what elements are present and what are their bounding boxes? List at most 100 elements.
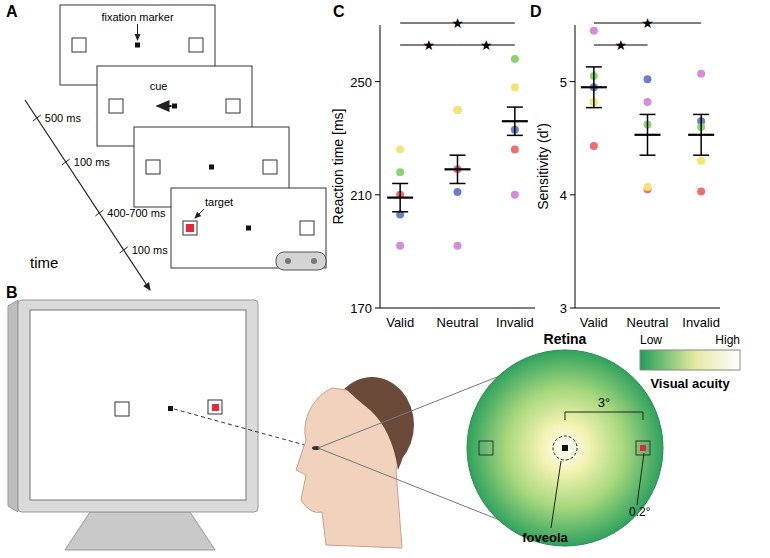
mean-line: [581, 86, 607, 88]
y-tick: [375, 194, 380, 195]
subject-dot: [511, 146, 519, 154]
hair-front: [345, 383, 407, 470]
placeholder-box: [109, 99, 123, 113]
eccentricity-label: 3°: [598, 395, 610, 410]
subject-dot: [511, 191, 519, 199]
panel-label: D: [530, 3, 542, 20]
significance-star: ★: [451, 15, 464, 31]
subject-dot: [454, 106, 462, 114]
y-tick-label: 3: [560, 301, 567, 316]
subject-dot: [454, 242, 462, 250]
fixation-dot: [135, 43, 140, 48]
duration-label: 100 ms: [132, 244, 169, 256]
y-axis-label: Sensitivity (d'): [535, 123, 551, 210]
time-tick: [62, 159, 70, 165]
panel-label: C: [333, 3, 345, 20]
error-cap: [693, 114, 709, 116]
mean-line: [688, 134, 714, 136]
placeholder-box: [636, 441, 650, 455]
fixation-label: fixation marker: [101, 11, 173, 23]
retina: [467, 350, 663, 546]
gamepad-button: [311, 258, 317, 264]
foveola-label: foveola: [522, 530, 568, 545]
duration-label: 400-700 ms: [107, 207, 166, 219]
error-cap: [640, 114, 656, 116]
subject-dot: [644, 183, 652, 191]
gaze-line: [174, 409, 312, 447]
subject-dot: [396, 168, 404, 176]
x-tick-label: Valid: [580, 315, 608, 330]
y-tick-label: 250: [350, 75, 372, 90]
subject-dot: [511, 83, 519, 91]
error-cap: [392, 211, 408, 213]
y-tick-label: 210: [350, 188, 372, 203]
mean-line: [445, 168, 471, 170]
panel-label: B: [6, 284, 18, 301]
error-cap: [450, 183, 466, 185]
placeholder-box: [72, 38, 86, 52]
chart: D345Sensitivity (d')ValidNeutralInvalid★…: [530, 3, 720, 330]
colorbar: [640, 350, 740, 370]
y-tick: [375, 81, 380, 82]
subject-dot: [454, 188, 462, 196]
placeholder-box: [479, 441, 493, 455]
y-tick: [570, 194, 575, 195]
fixation-dot: [209, 165, 214, 170]
placeholder-box: [263, 160, 277, 174]
time-tick: [120, 247, 128, 253]
error-cap: [586, 66, 602, 68]
placeholder-box: [183, 221, 197, 235]
mean-line: [387, 197, 413, 199]
placeholder-box: [300, 221, 314, 235]
x-tick-label: Neutral: [627, 315, 669, 330]
y-tick-label: 170: [350, 301, 372, 316]
time-tick: [33, 115, 41, 121]
placeholder-box: [115, 402, 129, 416]
y-tick-label: 4: [560, 188, 567, 203]
placeholder-box: [189, 38, 203, 52]
colorbar-low: Low: [640, 333, 662, 347]
significance-star: ★: [423, 37, 436, 53]
fixation-dot: [246, 226, 251, 231]
time-axis: [25, 100, 150, 290]
target: [186, 224, 194, 232]
y-axis: [575, 25, 576, 308]
target: [212, 404, 219, 411]
target-pointer: [195, 209, 204, 218]
subject-dot: [697, 187, 705, 195]
subject-dot: [396, 242, 404, 250]
gamepad-button: [285, 258, 291, 264]
panel-label: A: [6, 3, 18, 20]
subject-dot: [396, 146, 404, 154]
error-cap: [507, 135, 523, 137]
mean-line: [635, 134, 661, 136]
placeholder-box: [226, 99, 240, 113]
target-size-label: 0.2°: [629, 505, 651, 519]
x-tick-label: Valid: [386, 315, 414, 330]
subject-dot: [590, 142, 598, 150]
error-cap: [693, 154, 709, 156]
foveola: [553, 436, 577, 460]
plot-area: [387, 55, 528, 250]
y-tick: [375, 308, 380, 309]
colorbar-title: Visual acuity: [650, 376, 730, 391]
y-axis: [380, 25, 381, 308]
subject-dot: [644, 75, 652, 83]
subject-dot: [644, 98, 652, 106]
monitor-screen: [30, 310, 246, 500]
fixation-pointer: [137, 24, 138, 40]
subject-dot: [454, 106, 462, 114]
duration-label: 500 ms: [45, 112, 82, 124]
duration-label: 100 ms: [74, 156, 111, 168]
time-tick: [95, 210, 103, 216]
foveola-pointer: [551, 461, 561, 528]
x-tick-label: Invalid: [496, 315, 534, 330]
significance-star: ★: [480, 37, 493, 53]
eccentricity-bracket: [565, 412, 643, 420]
placeholder-box: [146, 160, 160, 174]
y-tick: [570, 81, 575, 82]
colorbar-high: High: [715, 333, 740, 347]
monitor: [18, 300, 258, 512]
plot-area: [581, 27, 714, 196]
y-tick-label: 5: [560, 75, 567, 90]
